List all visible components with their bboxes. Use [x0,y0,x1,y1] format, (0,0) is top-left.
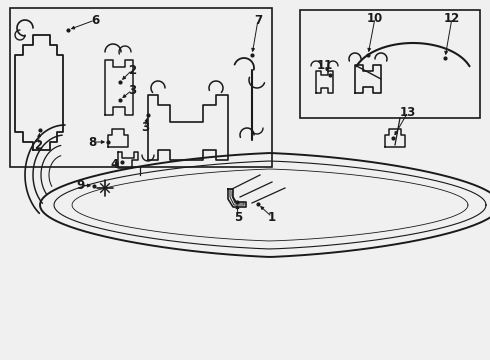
Text: 10: 10 [367,12,383,24]
Text: 2: 2 [34,139,42,152]
Text: 12: 12 [444,12,460,24]
Text: 5: 5 [234,211,242,224]
Text: 13: 13 [400,105,416,118]
Text: 1: 1 [268,211,276,224]
Text: 4: 4 [111,158,119,171]
Text: 3: 3 [141,121,149,134]
Text: 3: 3 [128,84,136,96]
Text: 2: 2 [128,63,136,77]
Text: 7: 7 [254,14,262,27]
Text: 9: 9 [76,179,84,192]
Text: 8: 8 [88,135,96,149]
Bar [10,8,272,167]
Text: 6: 6 [91,14,99,27]
Bar [300,10,480,118]
Text: 11: 11 [317,59,333,72]
